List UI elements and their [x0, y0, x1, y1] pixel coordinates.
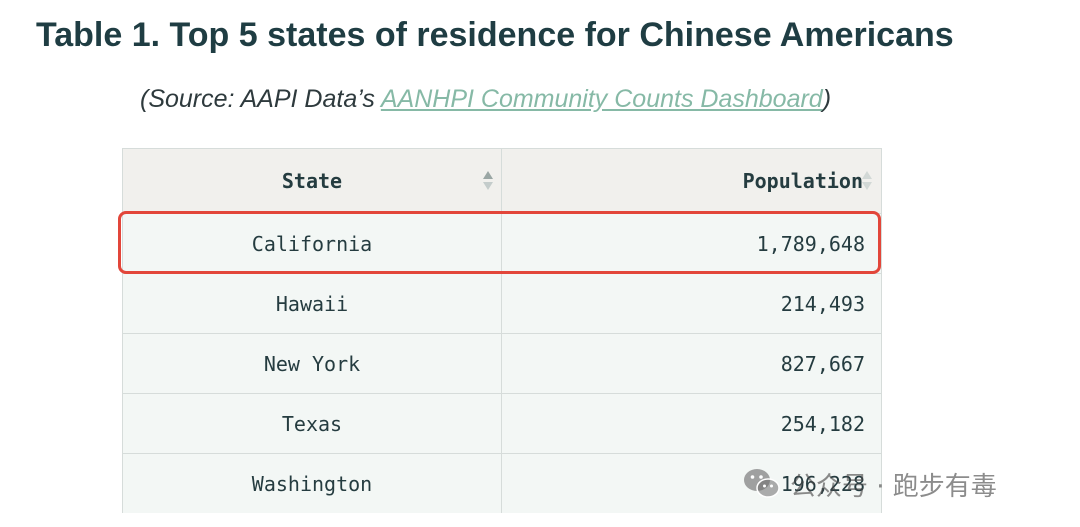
source-suffix: ) [822, 85, 832, 113]
page-title: Table 1. Top 5 states of residence for C… [36, 16, 954, 54]
table-row: Washington 196,228 [123, 453, 881, 513]
population-cell: 254,182 [501, 393, 881, 454]
states-table-container: State Population California 1,789,648 [122, 148, 882, 513]
watermark-text: 公众号 · 跑步有毒 [790, 471, 997, 502]
population-cell: 214,493 [501, 273, 881, 334]
state-cell: New York [123, 333, 502, 394]
column-header-population-label: Population [742, 169, 863, 193]
sort-icon[interactable] [862, 171, 872, 193]
table-header-row: State Population [123, 149, 881, 214]
state-cell: Texas [123, 393, 502, 454]
state-cell: California [123, 213, 502, 274]
dashboard-link[interactable]: AANHPI Community Counts Dashboard [380, 85, 823, 113]
table-row: Hawaii 214,493 [123, 273, 881, 334]
table-row: California 1,789,648 [123, 213, 881, 274]
wechat-icon [744, 469, 780, 498]
column-header-population[interactable]: Population [501, 149, 881, 214]
state-cell: Washington [123, 453, 502, 513]
states-table: State Population California 1,789,648 [123, 149, 881, 513]
population-cell: 1,789,648 [501, 213, 881, 274]
watermark: 公众号 · 跑步有毒 [742, 466, 997, 502]
table-row: New York 827,667 [123, 333, 881, 394]
population-cell: 827,667 [501, 333, 881, 394]
sort-icon[interactable] [483, 171, 493, 193]
table-row: Texas 254,182 [123, 393, 881, 454]
column-header-state[interactable]: State [123, 149, 502, 214]
source-prefix: (Source: AAPI Data’s [140, 85, 381, 113]
source-note: (Source: AAPI Data’s AANHPI Community Co… [140, 82, 831, 116]
column-header-state-label: State [281, 169, 343, 193]
population-cell: 196,228 [501, 453, 881, 513]
state-cell: Hawaii [123, 273, 502, 334]
